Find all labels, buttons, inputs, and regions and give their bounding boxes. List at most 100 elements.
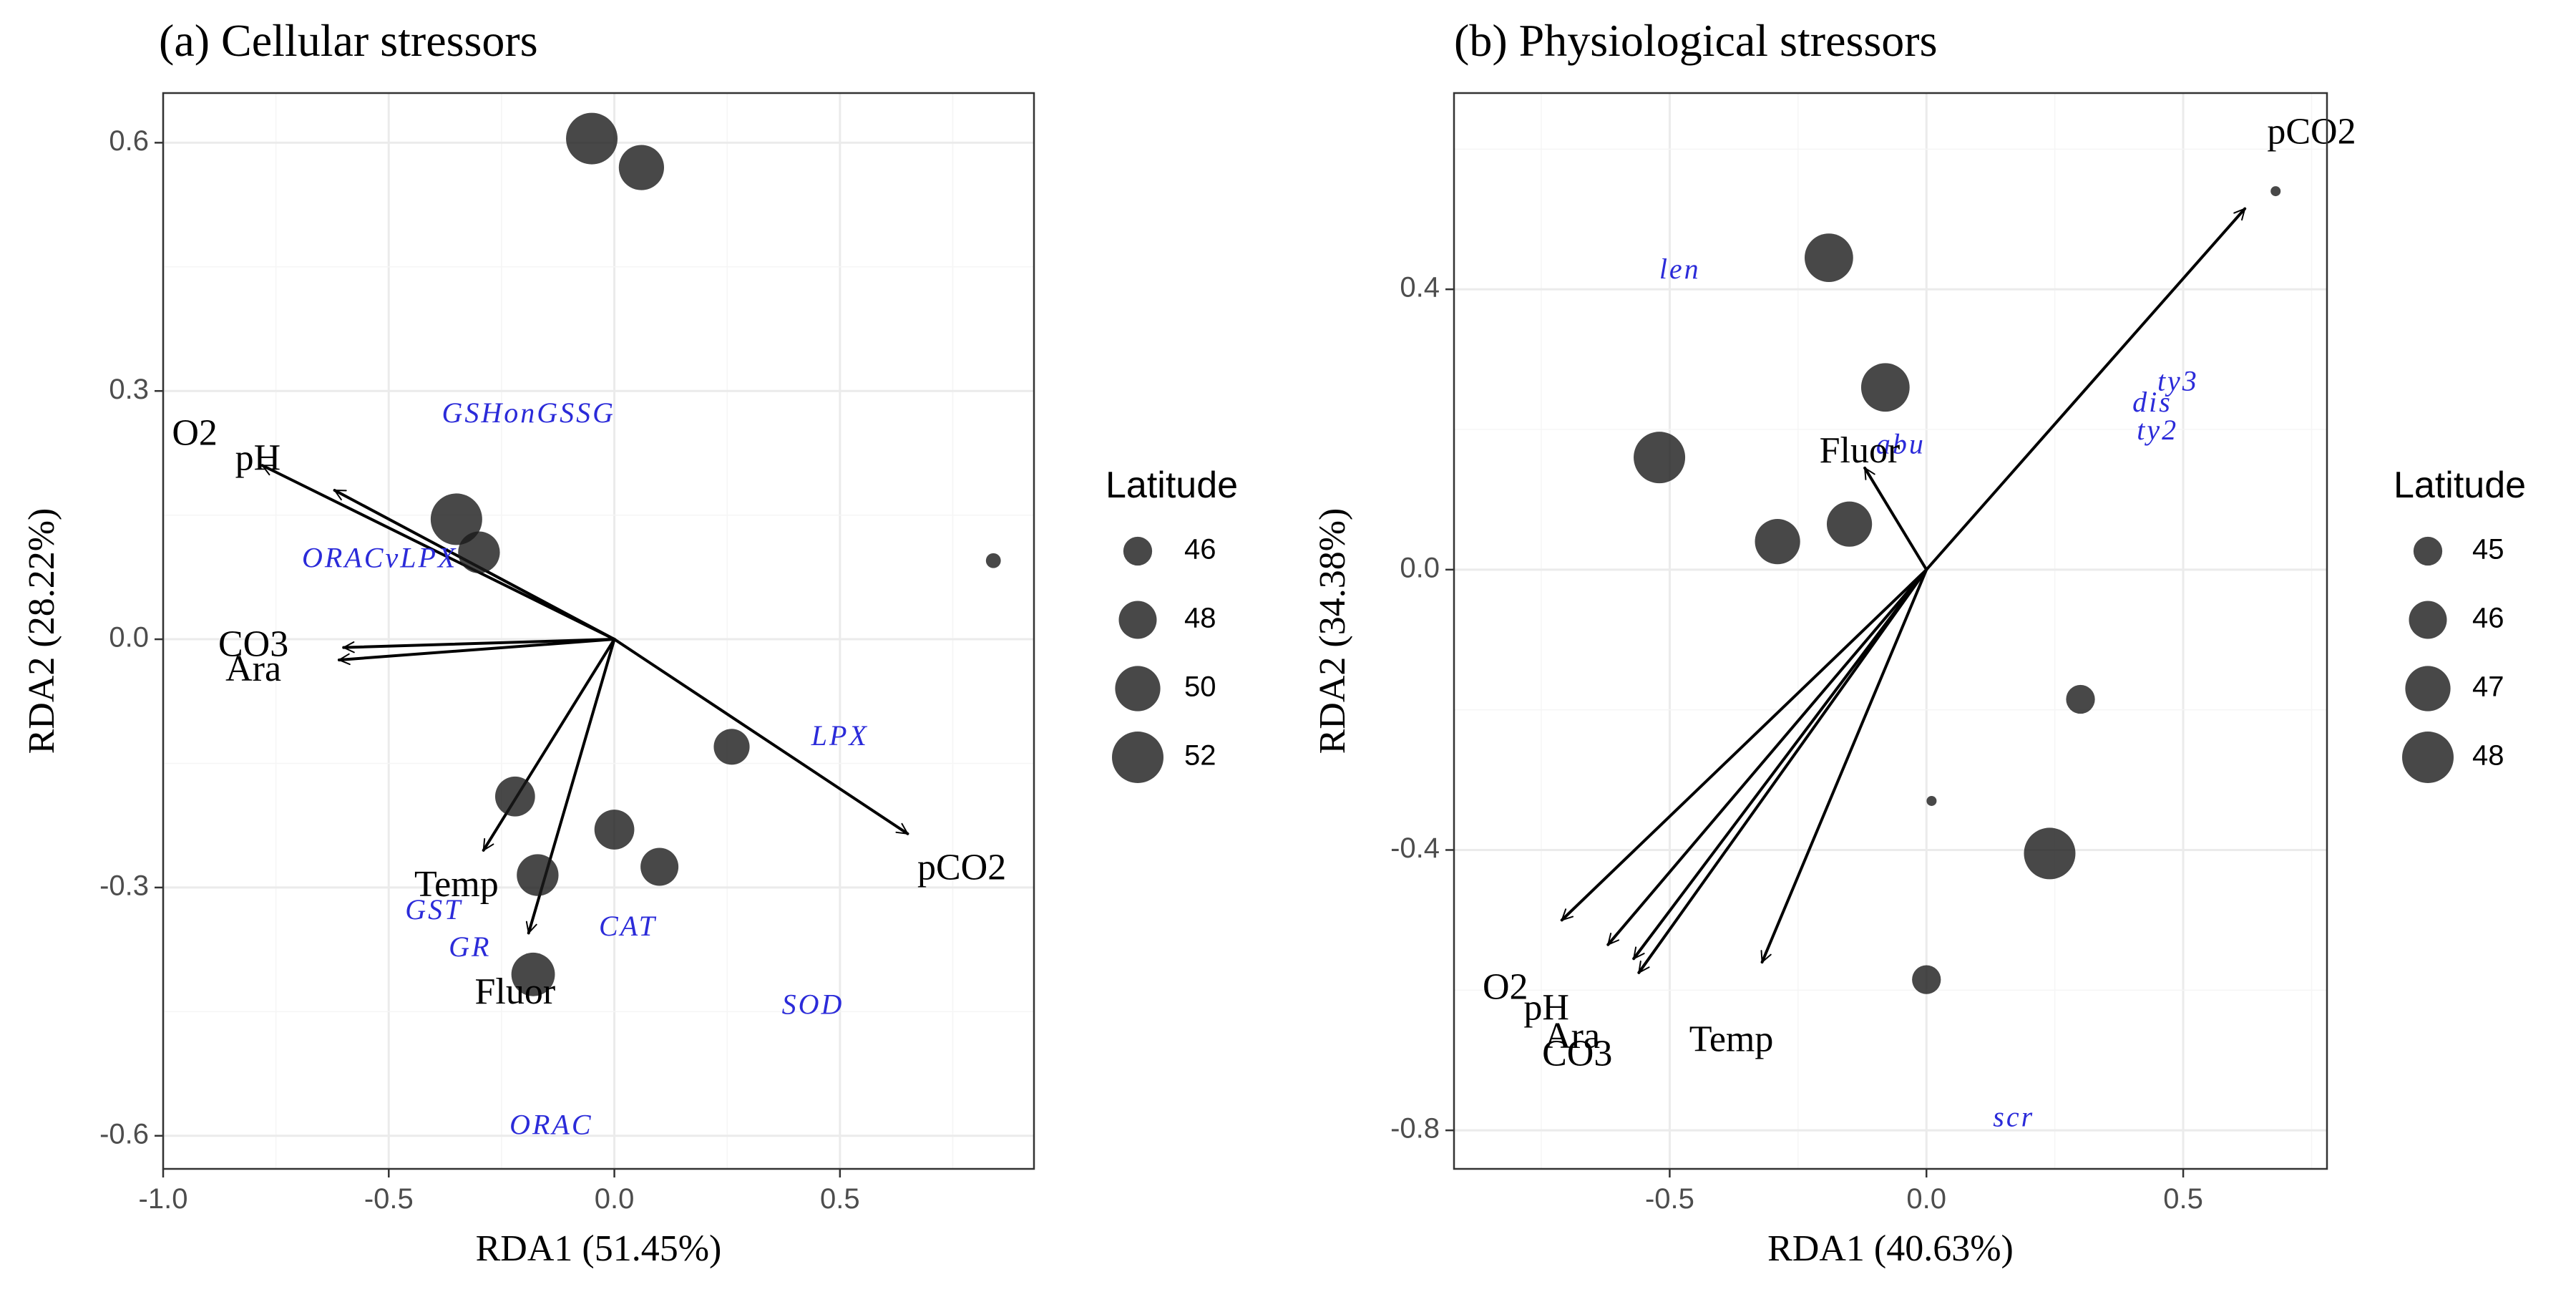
x-tick-label: 0.5 xyxy=(2163,1183,2203,1215)
env-vector-co3 xyxy=(342,638,616,654)
site-point xyxy=(2066,684,2095,714)
site-point xyxy=(618,145,665,190)
response-label-lpx: LPX xyxy=(811,719,869,752)
x-tick-label: -0.5 xyxy=(364,1183,414,1215)
legend-key xyxy=(1123,536,1153,566)
env-label-o2: O2 xyxy=(1483,966,1528,1007)
y-tick-label: -0.4 xyxy=(1390,832,1440,864)
response-label-sod: SOD xyxy=(782,989,844,1021)
env-vector-ph xyxy=(260,464,616,641)
site-point xyxy=(1860,363,1910,412)
legend-key xyxy=(1112,732,1163,783)
env-label-o2: O2 xyxy=(172,413,218,454)
legend-label: 48 xyxy=(1184,603,1216,634)
env-vector-fluor xyxy=(1863,466,1928,571)
response-label-dis: dis xyxy=(2132,386,2172,418)
env-vector-temp xyxy=(1760,568,1928,964)
response-label-gshongssg: GSHonGSSG xyxy=(441,397,615,429)
env-vector-pco2 xyxy=(613,638,909,835)
env-vector-ara xyxy=(337,638,616,666)
legend-key xyxy=(1115,666,1161,711)
panel-b-grid xyxy=(1454,93,2327,1169)
site-point xyxy=(566,112,618,165)
env-label-ph: pH xyxy=(235,437,281,478)
response-label-ty2: ty2 xyxy=(2137,414,2178,446)
panel-b-border xyxy=(1453,92,2328,1170)
response-label-scr: scr xyxy=(1993,1101,2034,1133)
panel-b-x-axis-title: RDA1 (40.63%) xyxy=(1767,1228,2014,1269)
env-label-ara: Ara xyxy=(225,649,281,689)
y-tick-label: 0.4 xyxy=(1400,272,1440,303)
response-label-ty3: ty3 xyxy=(2157,365,2199,397)
panel-b-y-axis-title: RDA2 (34.38%) xyxy=(1312,508,1353,754)
legend-label: 45 xyxy=(2472,534,2504,565)
site-point xyxy=(1912,965,1941,994)
panel-b-site-points xyxy=(1634,186,2281,994)
panel-a-title: (a) Cellular stressors xyxy=(159,15,538,66)
x-tick-label: -1.0 xyxy=(139,1183,188,1215)
site-point xyxy=(1805,233,1853,282)
y-tick-label: 0.6 xyxy=(109,125,149,157)
legend-key xyxy=(2405,666,2451,711)
legend-label: 48 xyxy=(2472,740,2504,772)
y-tick-label: 0.3 xyxy=(109,374,149,405)
legend-label: 46 xyxy=(1184,534,1216,565)
env-label-temp: Temp xyxy=(414,864,499,905)
env-label-ara: Ara xyxy=(1544,1016,1600,1057)
legend-key xyxy=(1118,601,1157,639)
response-label-gst: GST xyxy=(405,893,462,926)
env-label-fluor: Fluor xyxy=(1820,430,1901,471)
site-point xyxy=(511,952,555,996)
env-label-fluor: Fluor xyxy=(475,971,556,1012)
site-point xyxy=(1634,432,1686,484)
legend-label: 52 xyxy=(1184,740,1216,772)
env-label-temp: Temp xyxy=(1689,1019,1774,1060)
panel-a-env-vectors xyxy=(260,464,909,935)
y-tick-label: -0.6 xyxy=(99,1118,149,1150)
response-label-oracvlpx: ORACvLPX xyxy=(302,541,457,573)
legend-key xyxy=(2402,732,2454,783)
site-point xyxy=(594,810,635,850)
panel-b-env-vectors xyxy=(1560,207,2247,974)
site-point xyxy=(1826,501,1873,547)
panel-a-ticks: -1.0 -0.5 0.0 0.5 -0.6 -0.3 0.0 0.3 0.6 xyxy=(99,125,860,1215)
response-label-orac: ORAC xyxy=(509,1108,592,1140)
x-tick-label: -0.5 xyxy=(1645,1183,1694,1215)
env-vector-o2 xyxy=(1560,568,1928,922)
site-point xyxy=(517,854,559,896)
panel-a-border xyxy=(162,92,1035,1170)
legend-key xyxy=(2413,536,2443,566)
env-label-pco2: pCO2 xyxy=(2267,112,2356,152)
x-tick-label: 0.0 xyxy=(1906,1183,1946,1215)
legend-label: 46 xyxy=(2472,603,2504,634)
panel-a-x-axis-title: RDA1 (51.45%) xyxy=(476,1228,722,1269)
site-point xyxy=(1755,519,1800,565)
site-point xyxy=(640,847,679,886)
env-label-co3: CO3 xyxy=(1542,1033,1612,1074)
env-label-ph: pH xyxy=(1523,988,1569,1029)
panel-a-site-points xyxy=(430,112,1001,996)
site-point xyxy=(2024,827,2076,880)
panel-a: (a) Cellular stressors GSHonGSSG ORACvLPX… xyxy=(21,15,1238,1269)
env-label-co3: CO3 xyxy=(218,624,288,665)
response-label-gr: GR xyxy=(449,931,491,963)
legend-label: 47 xyxy=(2472,671,2504,703)
panel-b-legend: Latitude 45 46 47 48 xyxy=(2394,465,2526,783)
site-point xyxy=(1926,795,1937,806)
y-tick-label: 0.0 xyxy=(1400,552,1440,583)
y-tick-label: 0.0 xyxy=(109,622,149,654)
site-point xyxy=(985,553,1001,568)
site-point xyxy=(430,493,482,545)
site-point xyxy=(713,729,750,765)
y-tick-label: -0.3 xyxy=(99,870,149,901)
panel-b-title: (b) Physiological stressors xyxy=(1454,15,1938,66)
panel-b-legend-title: Latitude xyxy=(2394,465,2526,506)
x-tick-label: 0.5 xyxy=(820,1183,860,1215)
panel-b-ticks: -0.5 0.0 0.5 -0.8 -0.4 0.0 0.4 xyxy=(1390,272,2203,1215)
response-label-cat: CAT xyxy=(599,910,657,942)
site-point xyxy=(494,776,535,817)
